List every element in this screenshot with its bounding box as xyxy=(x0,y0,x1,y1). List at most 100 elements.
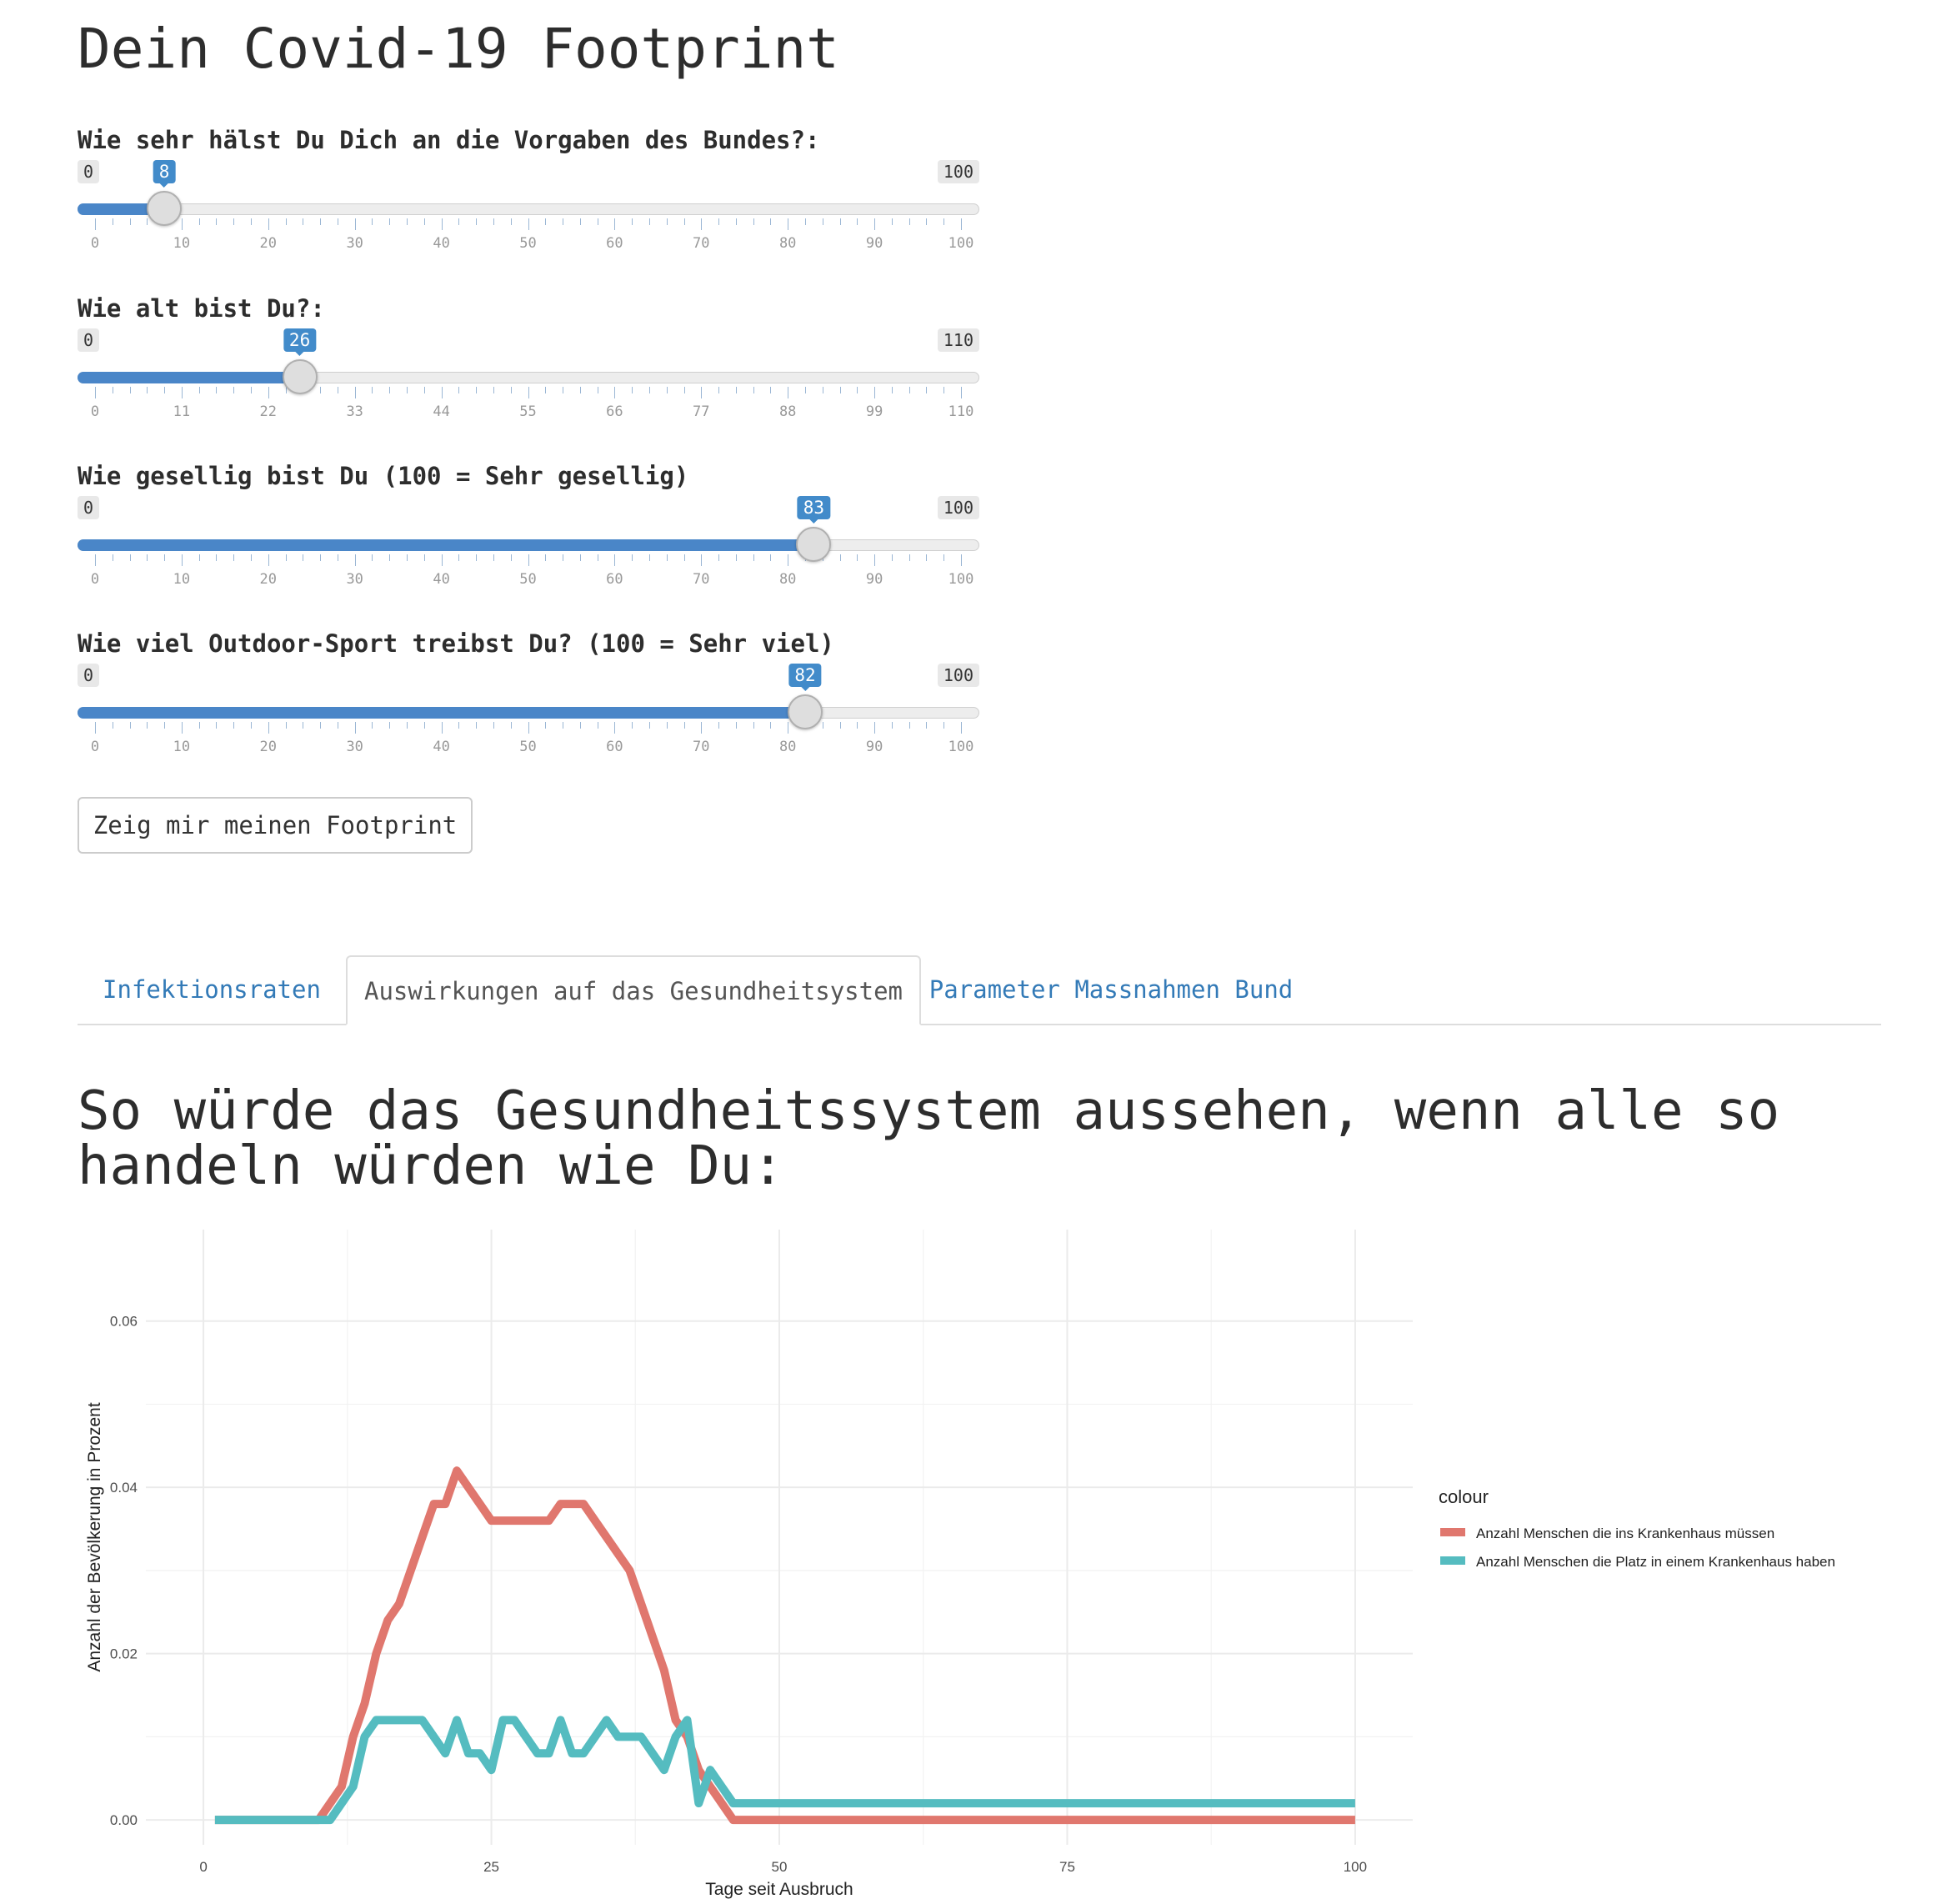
slider-tick xyxy=(961,387,962,398)
slider-tick xyxy=(389,218,391,225)
slider-tick xyxy=(857,722,858,729)
slider-tick xyxy=(718,387,720,393)
line-chart: 0 25 50 75 100 0.00 0.02 0.04 0.06 Tage seit Ausb… xyxy=(85,1230,1835,1899)
slider-value-badge: 82 xyxy=(788,664,822,691)
slider-tick xyxy=(441,218,443,230)
x-axis-title: Tage seit Ausbruch xyxy=(705,1880,853,1899)
slider-tick xyxy=(372,387,373,393)
slider-tick-label: 0 xyxy=(90,403,100,420)
slider-label: Wie sehr hälst Du Dich an die Vorgaben d… xyxy=(78,126,820,154)
x-tick-label: 100 xyxy=(1344,1859,1367,1875)
slider-tick-label: 10 xyxy=(173,739,191,755)
legend-title: colour xyxy=(1439,1486,1489,1507)
slider-handle[interactable] xyxy=(147,191,183,226)
slider-fill xyxy=(78,539,814,551)
slider-tick xyxy=(579,387,581,393)
slider-tick xyxy=(891,218,893,225)
tab-parameter-massnahmen[interactable]: Parameter Massnahmen Bund xyxy=(928,975,1294,1004)
slider-tick xyxy=(961,218,962,230)
slider-tick-label: 11 xyxy=(173,403,191,420)
slider-tick xyxy=(458,554,460,561)
slider-tick xyxy=(753,722,754,729)
slider-handle[interactable] xyxy=(282,359,318,394)
slider-tick-label: 88 xyxy=(778,403,797,420)
show-footprint-button[interactable]: Zeig mir meinen Footprint xyxy=(78,797,473,854)
slider-tick xyxy=(458,722,460,729)
slider-tick xyxy=(701,218,703,230)
slider-tick xyxy=(891,387,893,393)
slider-tick xyxy=(908,387,910,393)
slider-tick xyxy=(943,554,945,561)
slider-tick xyxy=(839,554,841,561)
slider-tick xyxy=(216,722,218,729)
slider-tick xyxy=(839,387,841,393)
slider-tick-label: 30 xyxy=(346,739,363,755)
slider-tick xyxy=(216,387,218,393)
slider-tick xyxy=(354,554,356,566)
slider-tick xyxy=(891,554,893,561)
slider-tick xyxy=(874,387,876,398)
slider-tick-label: 50 xyxy=(519,235,537,252)
slider-label: Wie gesellig bist Du (100 = Sehr geselli… xyxy=(78,462,689,490)
slider-tick xyxy=(735,554,737,561)
slider-tick xyxy=(701,554,703,566)
slider-tick xyxy=(545,554,547,561)
slider-tick xyxy=(908,722,910,729)
slider-tick xyxy=(891,722,893,729)
slider-tick xyxy=(181,554,183,566)
slider-tick xyxy=(701,722,703,734)
slider-tick-label: 80 xyxy=(778,571,797,588)
slider-tick xyxy=(129,554,131,561)
slider-tick xyxy=(198,554,200,561)
slider-tick xyxy=(943,218,945,225)
slider-tick xyxy=(441,722,443,734)
slider-tick-label: 40 xyxy=(433,571,450,588)
slider-tick-label: 90 xyxy=(865,235,883,252)
slider-tick xyxy=(285,554,287,561)
slider-tick xyxy=(320,722,322,729)
slider-tick xyxy=(666,554,668,561)
slider-tick-label: 20 xyxy=(259,235,278,252)
slider-tick xyxy=(510,554,512,561)
slider-tick xyxy=(407,554,408,561)
slider-track[interactable] xyxy=(78,203,979,215)
slider-tick xyxy=(614,722,616,734)
slider-tick xyxy=(753,387,754,393)
slider-tick-label: 110 xyxy=(948,403,974,420)
slider-max-label: 110 xyxy=(937,328,979,352)
tab-gesundheitsystem[interactable]: Auswirkungen auf das Gesundheitsystem xyxy=(346,955,921,1025)
slider-tick xyxy=(95,218,96,230)
slider-value-badge: 83 xyxy=(797,496,831,524)
slider-tick xyxy=(372,218,373,225)
slider-tick xyxy=(389,387,391,393)
slider-tick xyxy=(181,387,183,398)
slider-tick xyxy=(164,387,166,393)
slider-tick-label: 20 xyxy=(259,739,278,755)
slider-min-label: 0 xyxy=(78,664,100,687)
slider-handle[interactable] xyxy=(796,527,832,562)
slider-tick xyxy=(354,218,356,230)
series-line-0 xyxy=(214,1466,1355,1825)
page-title: Dein Covid-19 Footprint xyxy=(78,17,839,81)
slider-tick xyxy=(510,218,512,225)
slider-tick xyxy=(510,722,512,729)
slider-tick xyxy=(961,722,962,734)
slider-fill xyxy=(78,372,300,383)
slider-tick-label: 20 xyxy=(259,571,278,588)
slider-tick xyxy=(926,722,928,729)
slider-tick-label: 60 xyxy=(606,235,623,252)
slider-tick xyxy=(164,722,166,729)
tab-infektionsraten[interactable]: Infektionsraten xyxy=(103,975,321,1004)
x-tick-label: 75 xyxy=(1059,1859,1075,1875)
slider-tick xyxy=(770,218,772,225)
slider-tick-label: 0 xyxy=(90,235,100,252)
slider-handle[interactable] xyxy=(787,694,823,729)
slider-tick xyxy=(926,554,928,561)
slider-tick xyxy=(216,218,218,225)
slider-tick xyxy=(285,218,287,225)
slider-tick xyxy=(493,554,494,561)
slider-tick xyxy=(423,722,425,729)
slider-max-label: 100 xyxy=(937,664,979,687)
slider-tick xyxy=(735,218,737,225)
slider-value-badge: 26 xyxy=(283,328,317,356)
